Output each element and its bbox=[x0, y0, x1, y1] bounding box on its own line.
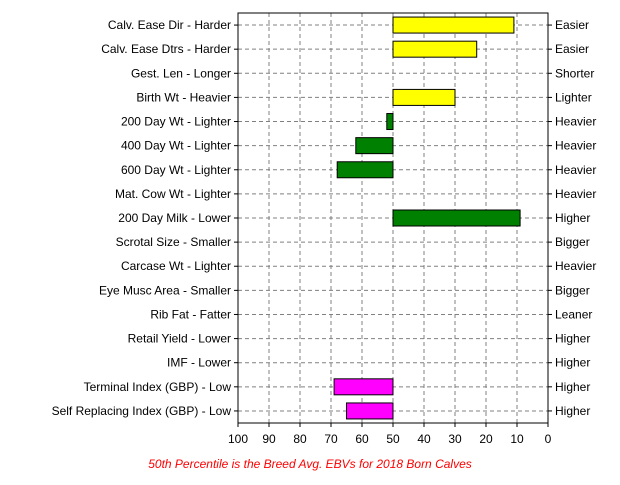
row-label-right: Heavier bbox=[555, 139, 596, 153]
chart-footnote: 50th Percentile is the Breed Avg. EBVs f… bbox=[148, 457, 472, 471]
x-tick-label: 40 bbox=[417, 432, 431, 446]
row-label-left: 400 Day Wt - Lighter bbox=[121, 139, 231, 153]
row-label-left: 200 Day Wt - Lighter bbox=[121, 115, 231, 129]
row-label-right: Shorter bbox=[555, 66, 594, 80]
row-label-right: Higher bbox=[555, 356, 590, 370]
x-tick-label: 50 bbox=[386, 432, 400, 446]
x-tick-label: 10 bbox=[510, 432, 524, 446]
row-label-right: Higher bbox=[555, 380, 590, 394]
row-label-right: Bigger bbox=[555, 235, 590, 249]
bar-3 bbox=[392, 88, 456, 106]
x-tick-label: 20 bbox=[479, 432, 493, 446]
bar-5 bbox=[355, 137, 394, 155]
row-label-left: Scrotal Size - Smaller bbox=[116, 235, 231, 249]
bar-4 bbox=[386, 113, 394, 131]
x-tick-label: 30 bbox=[448, 432, 462, 446]
row-label-left: Retail Yield - Lower bbox=[128, 332, 231, 346]
row-label-left: Mat. Cow Wt - Lighter bbox=[115, 187, 231, 201]
row-label-right: Lighter bbox=[555, 90, 592, 104]
row-label-left: Terminal Index (GBP) - Low bbox=[84, 380, 232, 394]
row-label-left: Gest. Len - Longer bbox=[131, 66, 231, 80]
row-label-left: Calv. Ease Dtrs - Harder bbox=[101, 42, 231, 56]
row-label-right: Leaner bbox=[555, 307, 592, 321]
row-label-left: Eye Musc Area - Smaller bbox=[99, 283, 231, 297]
row-label-left: Birth Wt - Heavier bbox=[136, 90, 231, 104]
row-label-right: Easier bbox=[555, 18, 589, 32]
x-tick-label: 60 bbox=[355, 432, 369, 446]
bar-16 bbox=[346, 402, 394, 420]
row-label-right: Higher bbox=[555, 404, 590, 418]
bar-15 bbox=[333, 378, 394, 396]
row-label-left: Self Replacing Index (GBP) - Low bbox=[52, 404, 232, 418]
bar-1 bbox=[392, 40, 478, 58]
x-tick-label: 100 bbox=[228, 432, 248, 446]
row-label-right: Heavier bbox=[555, 187, 596, 201]
bar-0 bbox=[392, 16, 515, 34]
row-label-left: 600 Day Wt - Lighter bbox=[121, 163, 231, 177]
x-tick-label: 90 bbox=[262, 432, 276, 446]
row-label-right: Heavier bbox=[555, 259, 596, 273]
x-tick-label: 70 bbox=[324, 432, 338, 446]
x-tick-label: 80 bbox=[293, 432, 307, 446]
row-label-right: Heavier bbox=[555, 163, 596, 177]
row-label-right: Higher bbox=[555, 332, 590, 346]
row-label-right: Bigger bbox=[555, 283, 590, 297]
row-label-left: Rib Fat - Fatter bbox=[150, 307, 231, 321]
row-label-left: IMF - Lower bbox=[167, 356, 231, 370]
row-label-left: 200 Day Milk - Lower bbox=[118, 211, 231, 225]
row-label-right: Higher bbox=[555, 211, 590, 225]
row-label-right: Heavier bbox=[555, 115, 596, 129]
row-label-left: Calv. Ease Dir - Harder bbox=[108, 18, 231, 32]
bar-6 bbox=[336, 161, 394, 179]
row-label-left: Carcase Wt - Lighter bbox=[121, 259, 231, 273]
row-label-right: Easier bbox=[555, 42, 589, 56]
x-tick-label: 0 bbox=[545, 432, 552, 446]
bar-8 bbox=[392, 209, 521, 227]
